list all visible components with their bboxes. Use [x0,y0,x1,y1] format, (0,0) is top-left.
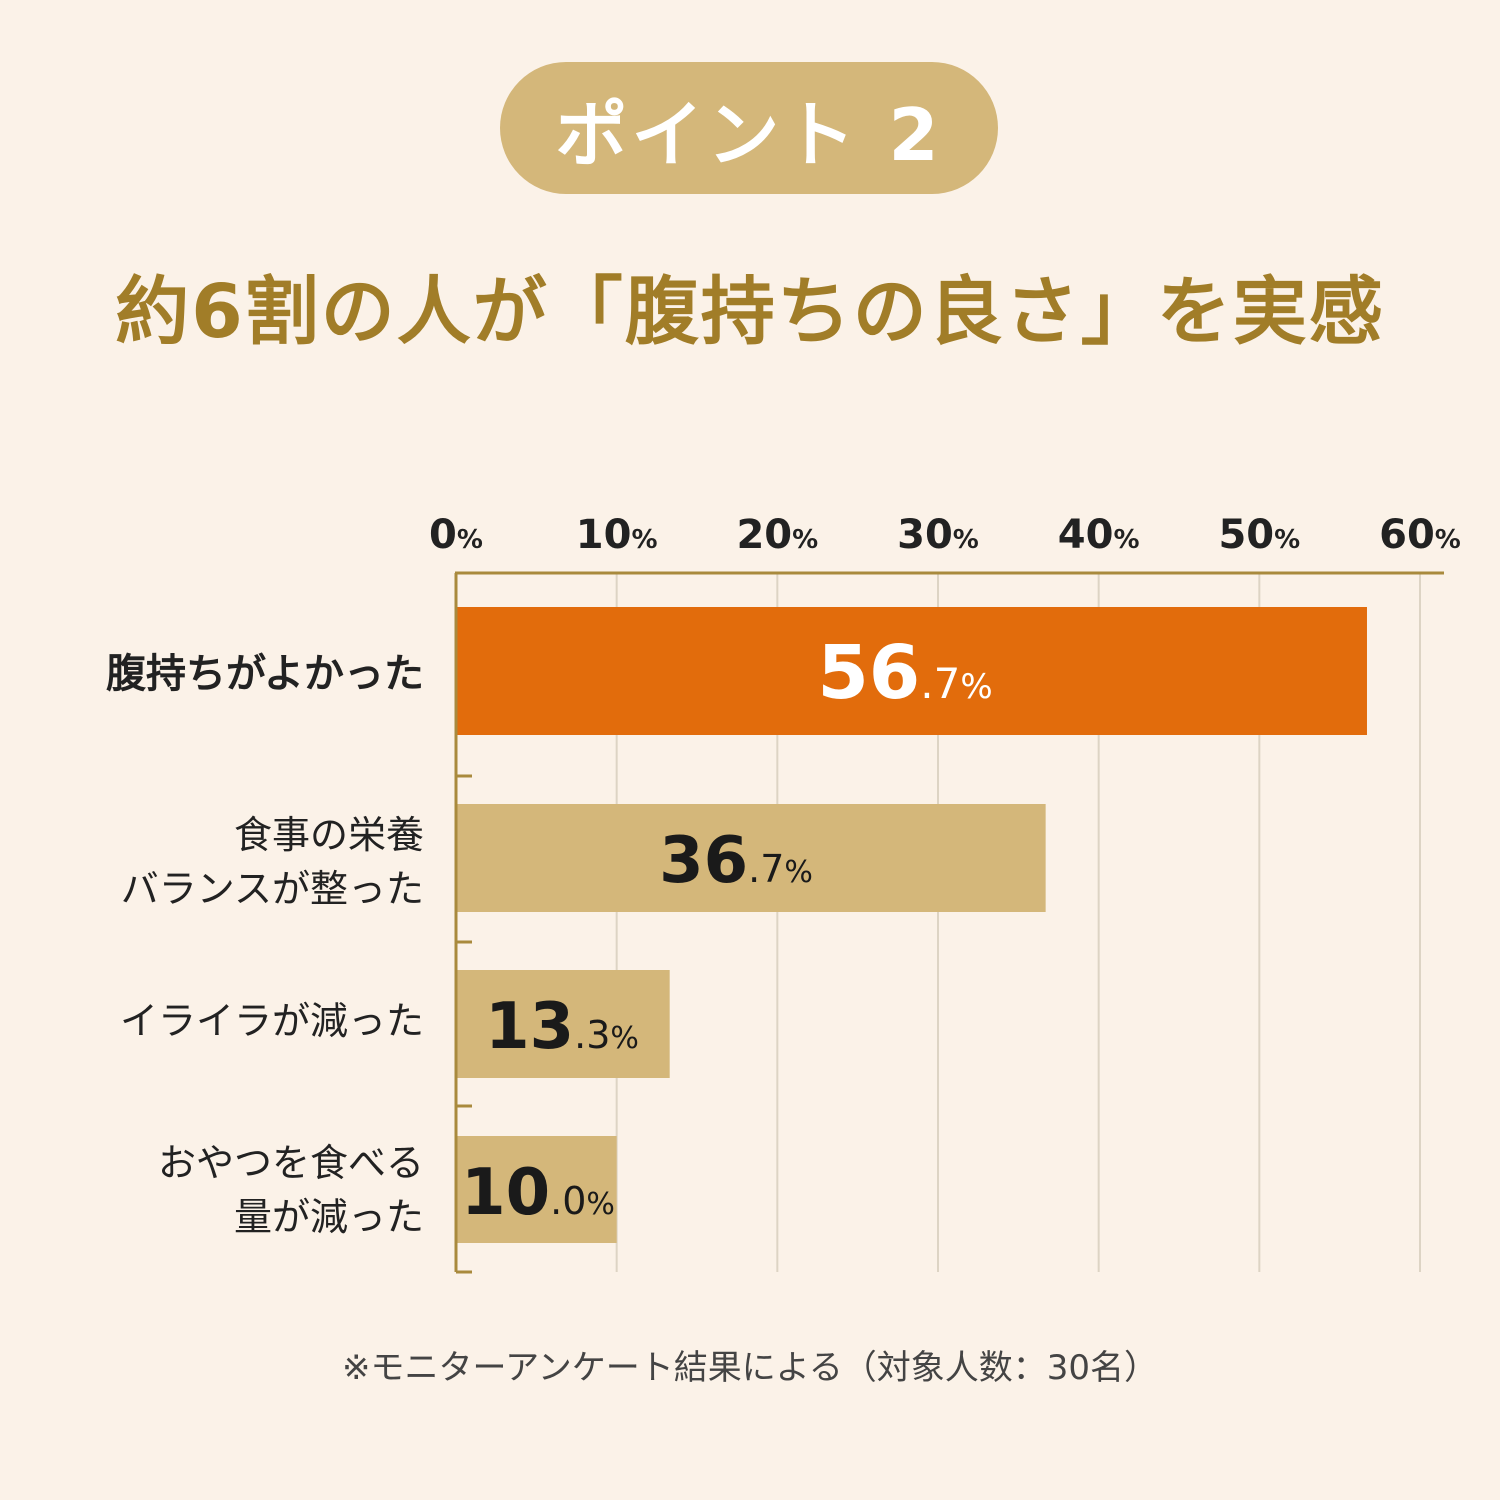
bar [456,1136,617,1243]
bar-value-label: 36.7% [659,824,813,898]
x-tick-label: 60% [1379,512,1461,558]
x-tick-label: 50% [1218,512,1300,558]
category-label: 食事の栄養 [234,813,424,857]
category-label: バランスが整った [121,867,424,911]
headline: 約6割の人が「腹持ちの良さ」を実感 [115,269,1385,355]
x-tick-label: 40% [1058,512,1140,558]
bar [456,804,1046,912]
point-badge-text: ポイント 2 [555,92,943,177]
category-label: イライラが減った [120,999,424,1043]
category-label-highlight: 腹持ちがよかった [106,651,424,697]
bar-value-label: 56.7% [817,630,992,716]
bar [456,970,670,1078]
category-label: おやつを食べる [158,1141,424,1185]
x-tick-label: 0% [429,512,483,558]
footnote: ※モニターアンケート結果による（対象人数：30名） [341,1348,1158,1388]
bar-value-label: 10.0% [461,1156,615,1230]
bar-value-label: 13.3% [485,990,639,1064]
x-tick-label: 30% [897,512,979,558]
x-tick-label: 20% [736,512,818,558]
category-label: 量が減った [234,1195,424,1239]
x-tick-label: 10% [576,512,658,558]
point-badge: ポイント 2 [500,62,998,194]
bar-highlight [456,607,1367,735]
